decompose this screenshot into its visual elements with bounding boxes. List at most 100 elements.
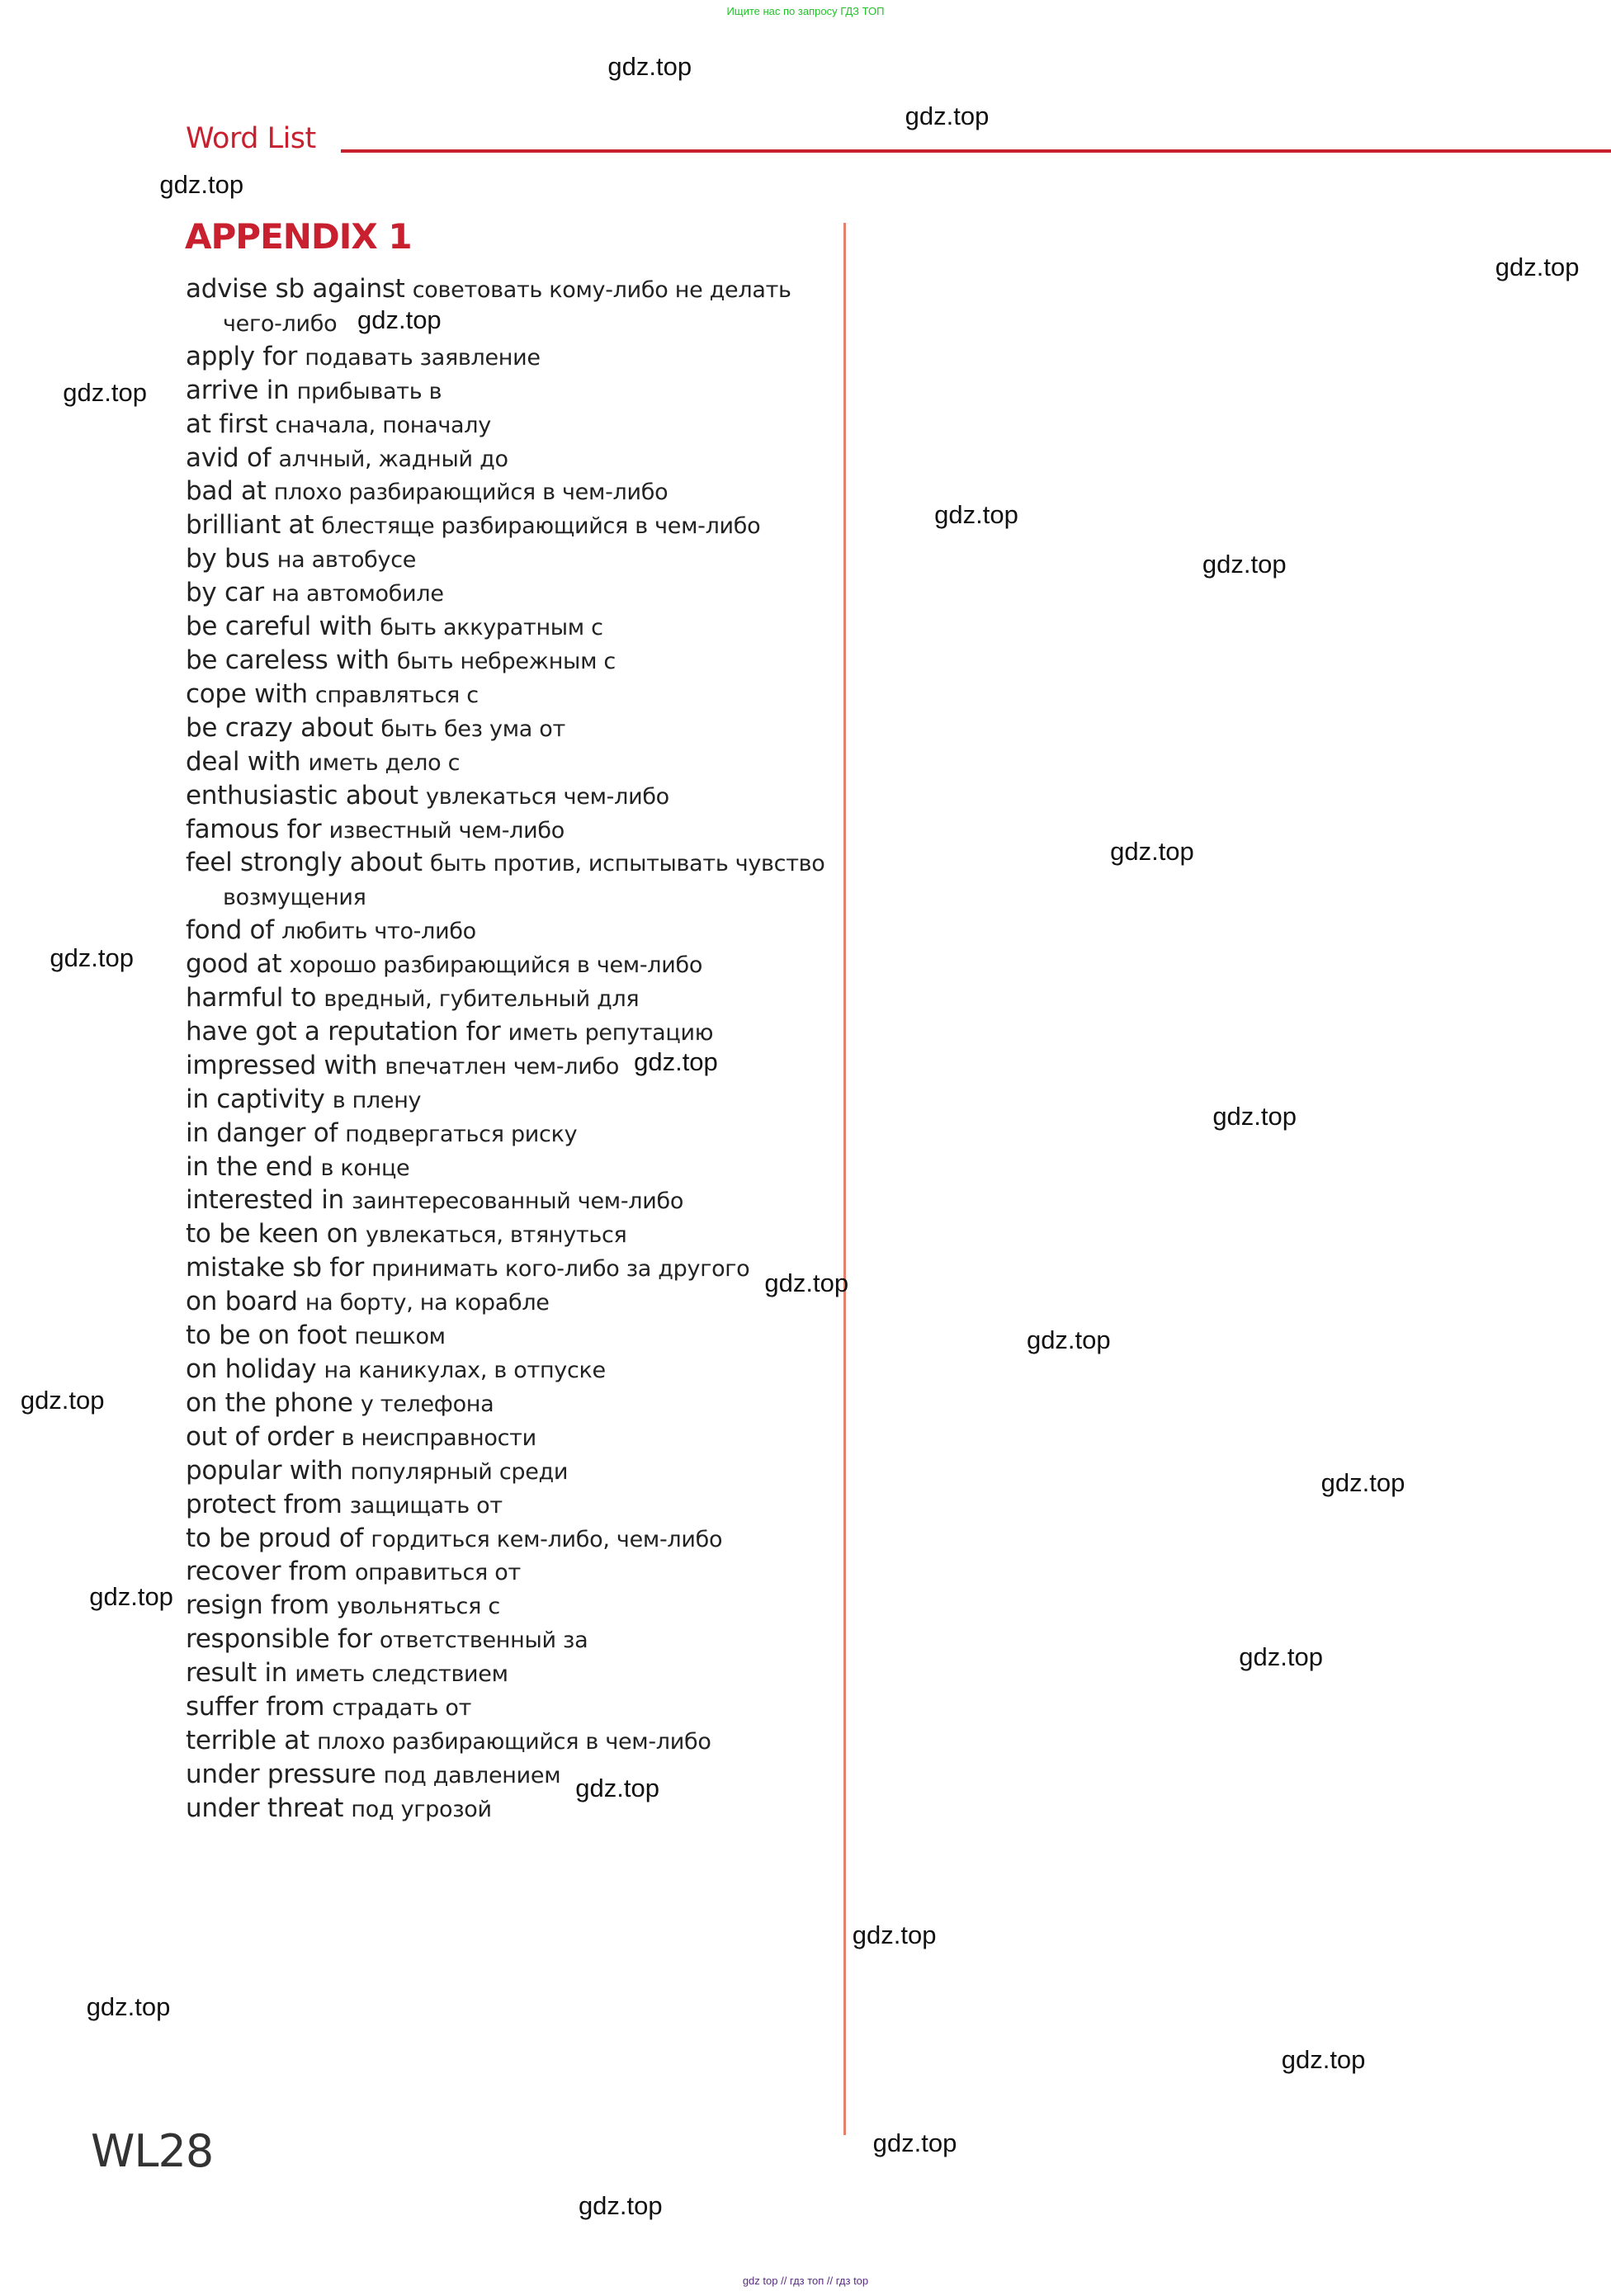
entry-translation: в конце [320, 1155, 410, 1181]
entry-translation: принимать кого-либо за другого [371, 1256, 750, 1283]
word-entry: on board на борту, на корабле [186, 1286, 824, 1320]
entry-translation: вредный, губительный для [324, 986, 640, 1013]
entry-english: suffer from [186, 1692, 325, 1722]
entry-translation: любить что-либо [281, 919, 476, 945]
entry-english: in danger of [186, 1117, 338, 1148]
watermark: gdz.top [634, 1047, 718, 1077]
watermark: gdz.top [1281, 2044, 1366, 2074]
entry-translation: на автобусе [276, 547, 417, 574]
entry-translation-continued: чего-либо [223, 310, 338, 337]
entry-english: popular with [186, 1455, 343, 1486]
entry-translation: увлекаться чем-либо [426, 783, 669, 810]
entry-english: resign from [186, 1590, 329, 1621]
entry-english: impressed with [186, 1050, 378, 1080]
entry-english: bad at [186, 476, 267, 507]
watermark: gdz.top [764, 1268, 849, 1298]
entry-english: in the end [186, 1151, 314, 1182]
entry-english: be crazy about [186, 712, 374, 743]
word-entry: bad at плохо разбирающийся в чем-либо [186, 475, 824, 509]
entry-english: mistake sb for [186, 1253, 364, 1283]
word-entry: avid of алчный, жадный до [186, 442, 824, 476]
entry-english: on holiday [186, 1354, 317, 1384]
entry-translation-continued-row: чего-либо [186, 307, 824, 341]
entry-english: recover from [186, 1557, 347, 1587]
watermark: gdz.top [905, 101, 990, 130]
entry-translation: впечатлен чем-либо [385, 1053, 620, 1079]
entry-english: terrible at [186, 1725, 309, 1755]
header-divider [341, 149, 1611, 153]
entry-translation: под давлением [383, 1762, 561, 1788]
word-entry: deal with иметь дело с [186, 746, 824, 780]
bottom-links[interactable]: gdz top // гдз топ // гдз top [742, 2275, 869, 2287]
word-list: advise sb against советовать кому-либо н… [186, 273, 825, 1826]
entry-translation: оправиться от [354, 1560, 521, 1586]
watermark: gdz.top [20, 1386, 105, 1415]
entry-english: out of order [186, 1421, 334, 1452]
entry-translation: известный чем-либо [328, 817, 565, 843]
word-entry: in captivity в плену [186, 1084, 824, 1117]
watermark: gdz.top [934, 499, 1018, 529]
entry-translation: страдать от [332, 1695, 471, 1722]
entry-english: be careful with [186, 612, 373, 642]
entry-translation-continued-row: возмущения [186, 881, 824, 914]
entry-translation: иметь дело с [308, 749, 461, 776]
watermark: gdz.top [1495, 252, 1580, 281]
top-banner: Ищите нас по запросу ГДЗ ТОП [726, 5, 885, 17]
entry-translation: прибывать в [296, 378, 442, 404]
entry-translation: блестяще разбирающийся в чем-либо [321, 513, 761, 540]
entry-english: famous for [186, 814, 322, 844]
entry-english: to be proud of [186, 1523, 364, 1553]
entry-english: arrive in [186, 375, 290, 405]
word-entry: cope with справляться с [186, 678, 824, 712]
word-entry: fond of любить что-либо [186, 914, 824, 948]
watermark: gdz.top [63, 378, 147, 408]
page-number: WL28 [91, 2125, 214, 2177]
word-entry: to be proud of гордиться кем-либо, чем-л… [186, 1523, 824, 1557]
word-entry: in danger of подвергаться риску [186, 1117, 824, 1151]
entry-translation: на автомобиле [272, 581, 444, 607]
entry-translation: защищать от [349, 1492, 503, 1519]
entry-english: deal with [186, 746, 301, 777]
entry-english: cope with [186, 678, 308, 709]
entry-english: under threat [186, 1793, 344, 1823]
entry-translation: подавать заявление [305, 344, 541, 371]
word-entry: mistake sb for принимать кого-либо за др… [186, 1252, 824, 1286]
entry-translation: увольняться с [337, 1594, 500, 1620]
entry-translation: пешком [354, 1324, 446, 1350]
entry-translation: быть без ума от [380, 716, 565, 742]
word-entry: on holiday на каникулах, в отпуске [186, 1354, 824, 1387]
word-entry: interested in заинтересованный чем-либо [186, 1184, 824, 1218]
entry-translation: быть небрежным с [396, 648, 616, 674]
watermark: gdz.top [159, 170, 244, 200]
word-entry: brilliant at блестяще разбирающийся в че… [186, 509, 824, 543]
entry-english: feel strongly about [186, 848, 423, 878]
word-entry: protect from защищать от [186, 1489, 824, 1523]
word-entry: out of order в неисправности [186, 1421, 824, 1455]
word-entry: be careless with быть небрежным с [186, 645, 824, 678]
word-entry: in the end в конце [186, 1151, 824, 1185]
entry-english: have got a reputation for [186, 1016, 501, 1046]
word-entry: arrive in прибывать в [186, 375, 824, 409]
word-entry: recover from оправиться от [186, 1556, 824, 1590]
entry-english: fond of [186, 915, 274, 946]
entry-translation: быть против, испытывать чувство [429, 851, 825, 877]
entry-translation: плохо разбирающийся в чем-либо [317, 1728, 711, 1755]
watermark: gdz.top [357, 305, 442, 334]
word-entry: be careful with быть аккуратным с [186, 611, 824, 645]
watermark: gdz.top [1026, 1325, 1111, 1355]
entry-translation-continued: возмущения [223, 885, 366, 911]
word-entry: resign from увольняться с [186, 1590, 824, 1623]
entry-translation: увлекаться, втянуться [366, 1222, 627, 1249]
watermark: gdz.top [575, 1774, 659, 1803]
entry-english: result in [186, 1658, 288, 1689]
entry-translation: ответственный за [379, 1628, 588, 1654]
entry-translation: у телефона [360, 1391, 494, 1417]
entry-translation: плохо разбирающийся в чем-либо [273, 480, 668, 506]
entry-translation: гордиться кем-либо, чем-либо [371, 1526, 723, 1552]
entry-translation: на каникулах, в отпуске [324, 1358, 607, 1383]
watermark: gdz.top [89, 1582, 173, 1612]
entry-english: good at [186, 949, 282, 980]
entry-translation: подвергаться риску [345, 1121, 578, 1147]
watermark: gdz.top [1320, 1467, 1405, 1497]
entry-english: responsible for [186, 1624, 372, 1655]
